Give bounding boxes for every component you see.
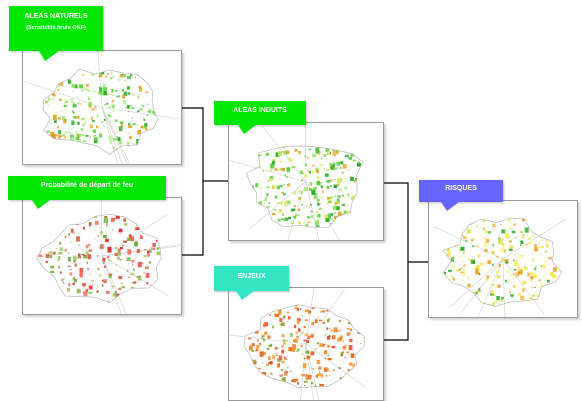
label-risques-tail [441,202,459,211]
connector-right-bracket [384,182,409,341]
label-risques-title: RISQUES [445,185,477,192]
connector-left-bracket [182,107,204,256]
label-enjeux-title: ENJEUX [237,273,266,280]
map-risques [433,217,567,317]
label-aleas-naturels-tail [39,51,59,61]
label-enjeux-tail [236,291,254,300]
label-aleas-induits: ALEAS INDUITS [214,101,306,134]
label-aleas-induits-title: ALEAS INDUITS [233,107,287,114]
panel-aleas-induits [228,122,384,241]
label-aleas-induits-tail [238,125,256,134]
label-probabilite-depart-feu-title: Probabilité de départ de feu [40,182,134,189]
label-probabilite-depart-feu: Probabilité de départ de feu [8,176,166,209]
panel-probabilite-depart-feu [22,197,182,315]
label-risques: RISQUES [419,180,503,211]
label-aleas-naturels: ALEAS NATURELS (Sensibilité brute ONF) [9,6,103,61]
label-aleas-naturels-subtitle: (Sensibilité brute ONF) [26,25,86,32]
panel-enjeux [228,287,384,401]
label-probabilite-depart-feu-tail [32,200,50,209]
map-aleas-naturels [23,51,181,164]
map-probabilite-depart-feu [36,198,181,314]
map-aleas-induits [229,123,364,240]
panel-risques [428,200,578,318]
label-aleas-naturels-title: ALEAS NATURELS [24,13,88,20]
map-enjeux [229,288,366,400]
label-enjeux: ENJEUX [214,266,289,300]
panel-aleas-naturels [22,50,182,165]
